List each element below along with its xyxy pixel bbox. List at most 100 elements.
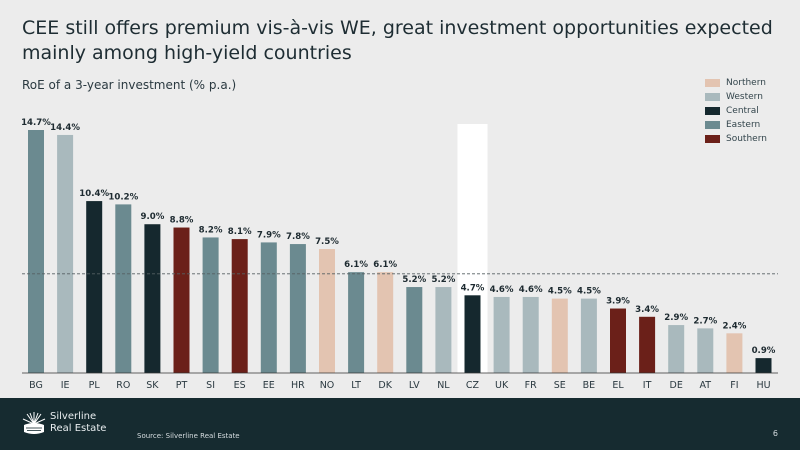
bar-value-label: 2.4% — [722, 321, 746, 331]
bar-nl — [435, 287, 452, 373]
legend-swatch — [705, 79, 720, 87]
bar-value-label: 2.9% — [664, 313, 688, 323]
bar-es — [231, 239, 248, 373]
category-label: SI — [206, 380, 215, 391]
bar-cz — [464, 295, 481, 373]
legend-swatch — [705, 107, 720, 115]
legend-item-southern: Southern — [705, 132, 767, 146]
bar-dk — [377, 272, 394, 373]
legend-item-northern: Northern — [705, 76, 767, 90]
bar-value-label: 8.1% — [228, 227, 252, 237]
category-label: LV — [409, 380, 420, 391]
bar-value-label: 3.4% — [635, 305, 659, 315]
bar-value-label: 10.2% — [108, 192, 138, 202]
bar-lv — [406, 287, 423, 373]
bar-sk — [144, 224, 161, 373]
brand-name-line2: Real Estate — [50, 423, 107, 434]
footer: Silverline Real Estate Source: Silverlin… — [0, 398, 800, 450]
bar-ee — [260, 242, 277, 373]
bar-value-label: 5.2% — [402, 275, 426, 285]
bar-value-label: 7.5% — [315, 237, 339, 247]
bar-be — [580, 298, 597, 373]
page-title: CEE still offers premium vis-à-vis WE, g… — [22, 17, 773, 64]
bar-at — [697, 328, 714, 373]
legend-label: Central — [726, 106, 759, 116]
bar-value-label: 4.6% — [519, 285, 543, 295]
bar-se — [551, 298, 568, 373]
category-label: BE — [583, 380, 596, 391]
category-label: PL — [89, 380, 101, 391]
bar-value-label: 7.9% — [257, 230, 281, 240]
chart-subtitle: RoE of a 3-year investment (% p.a.) — [22, 78, 237, 92]
legend-item-western: Western — [705, 90, 767, 104]
legend-swatch — [705, 121, 720, 129]
bar-value-label: 5.2% — [431, 275, 455, 285]
bar-value-label: 2.7% — [693, 316, 717, 326]
bar-fr — [522, 296, 539, 373]
category-label: NL — [437, 380, 450, 391]
bar-value-label: 4.6% — [490, 285, 514, 295]
bar-it — [639, 316, 656, 373]
bar-value-label: 6.1% — [373, 260, 397, 270]
bar-value-label: 4.5% — [548, 287, 572, 297]
bar-pt — [173, 227, 190, 373]
bar-fi — [726, 333, 743, 373]
bar-ro — [115, 204, 132, 373]
bar-hr — [289, 244, 306, 373]
category-label: IE — [61, 380, 70, 391]
bar-no — [319, 249, 335, 373]
category-label: PT — [176, 380, 188, 391]
category-label: SE — [554, 380, 566, 391]
bar-value-label: 4.7% — [461, 283, 485, 293]
category-label: DK — [378, 380, 392, 391]
source-note: Source: Silverline Real Estate — [137, 432, 240, 440]
bar-value-label: 0.9% — [752, 346, 776, 356]
category-label: UK — [495, 380, 509, 391]
bar-value-label: 10.4% — [79, 189, 109, 199]
category-label: BG — [29, 380, 43, 391]
bar-de — [668, 325, 685, 373]
page-number: 6 — [772, 429, 778, 438]
legend-swatch — [705, 135, 720, 143]
bar-value-label: 14.7% — [21, 118, 51, 128]
bar-value-label: 4.5% — [577, 287, 601, 297]
legend-item-central: Central — [705, 104, 767, 118]
brand-logo: Silverline Real Estate — [22, 410, 106, 436]
category-label: ES — [234, 380, 246, 391]
bar-value-label: 9.0% — [140, 212, 164, 222]
bar-chart: 14.7% BG 14.4% IE 10.4% PL 10.2% RO 9.0% SK 8.8% PT… — [21, 118, 778, 391]
bar-value-label: 14.4% — [50, 123, 80, 133]
legend-label: Eastern — [726, 120, 761, 130]
bar-lt — [348, 272, 365, 373]
bar-si — [202, 237, 219, 373]
brand-name-line1: Silverline — [50, 411, 97, 422]
bar-bg — [28, 130, 44, 373]
legend-item-eastern: Eastern — [705, 118, 767, 132]
legend-label: Southern — [726, 134, 767, 144]
category-label: FI — [730, 380, 738, 391]
bar-value-label: 8.8% — [170, 216, 194, 226]
bar-pl — [86, 201, 103, 373]
category-label: RO — [116, 380, 130, 391]
bar-value-label: 6.1% — [344, 260, 368, 270]
bar-value-label: 7.8% — [286, 232, 310, 242]
category-label: AT — [700, 380, 712, 391]
category-label: NO — [320, 380, 335, 391]
legend-swatch — [705, 93, 720, 101]
legend-label: Northern — [726, 78, 766, 88]
category-label: IT — [643, 380, 652, 391]
category-label: DE — [670, 380, 683, 391]
legend: Northern Western Central Eastern Southern — [705, 76, 767, 146]
category-label: EE — [263, 380, 275, 391]
sunrise-logo-icon — [22, 412, 46, 434]
bar-el — [610, 308, 626, 373]
bar-ie — [57, 134, 74, 373]
bar-value-label: 8.2% — [199, 225, 223, 235]
category-label: SK — [146, 380, 159, 391]
legend-label: Western — [726, 92, 763, 102]
category-label: LT — [351, 380, 361, 391]
bar-uk — [493, 296, 510, 373]
category-label: CZ — [466, 380, 480, 391]
category-label: HR — [291, 380, 305, 391]
bar-hu — [755, 358, 772, 373]
